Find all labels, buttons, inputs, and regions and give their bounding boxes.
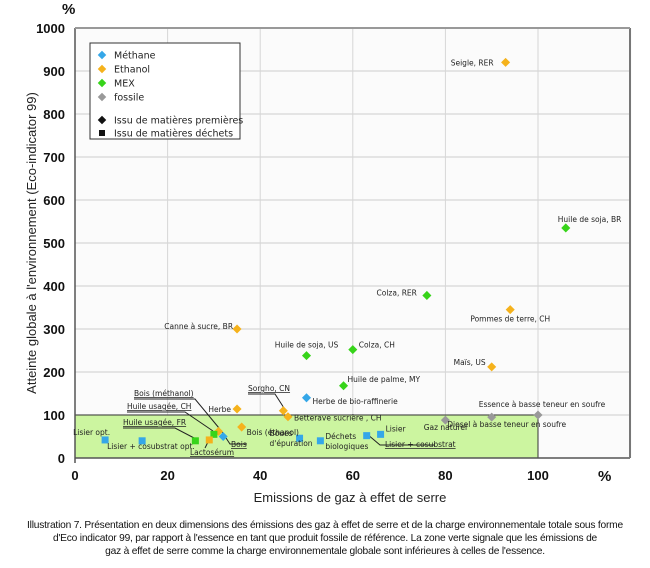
y-tick-label: 100 <box>43 408 65 423</box>
point-label: Huile de palme, MY <box>348 375 421 384</box>
point-label: Lisier opt. <box>73 428 110 437</box>
caption-line-2: d'Eco indicator 99, par rapport à l'esse… <box>52 533 598 544</box>
data-point-square <box>377 430 385 438</box>
x-tick-label: 0 <box>71 468 78 483</box>
point-label: Lisier + cosubstrat <box>385 440 456 449</box>
y-tick-label: 0 <box>58 451 65 466</box>
point-label: Seigle, RER <box>451 58 494 67</box>
y-axis-title: Atteinte globale à l'environnement (Eco-… <box>24 92 39 394</box>
data-point-diamond <box>501 57 511 67</box>
axes <box>74 27 631 463</box>
point-label: Colza, RER <box>377 288 417 297</box>
legend-marker <box>97 64 107 74</box>
point-label: Betterave sucrière , CH <box>294 414 382 423</box>
legend-marker <box>97 50 107 60</box>
callout-line <box>134 398 220 429</box>
callout-line <box>123 427 197 440</box>
data-point-diamond <box>237 422 247 432</box>
x-tick-label: 60 <box>346 468 360 483</box>
point-label: Bois <box>231 440 247 449</box>
y-tick-label: 900 <box>43 64 65 79</box>
point-label: Huile de soja, BR <box>558 215 622 224</box>
legend-label: Issu de matières premières <box>114 116 243 127</box>
tick-labels: 0 100 200 300 400 500 600 700 800 900 1000 0 20 40 60 8… <box>36 21 549 483</box>
x-tick-label: 40 <box>253 468 267 483</box>
y-tick-label: 300 <box>43 322 65 337</box>
legend-label: MEX <box>114 79 135 90</box>
caption-line-3: gaz à effet de serre comme la charge env… <box>105 546 545 557</box>
point-label: Colza, CH <box>359 341 395 350</box>
legend-label: Ethanol <box>114 65 150 76</box>
point-label: Maïs, US <box>454 358 486 367</box>
point-label: Diesel à basse teneur en soufre <box>447 420 566 429</box>
point-label: Lisier + cosubstrat opt. <box>107 442 195 451</box>
legend-marker <box>97 92 107 102</box>
x-axis-title: Emissions de gaz à effet de serre <box>254 490 447 505</box>
point-label: Bois (méthanol) <box>134 389 194 398</box>
point-label: biologiques <box>325 442 368 451</box>
callout-line <box>127 411 214 432</box>
point-label: Gaz naturel <box>424 423 467 432</box>
x-tick-label: 100 <box>527 468 549 483</box>
data-point-square <box>363 432 371 440</box>
data-point-square <box>138 437 146 445</box>
y-tick-label: 1000 <box>36 21 65 36</box>
point-label: Huile usagée, FR <box>123 418 186 427</box>
x-tick-label: 80 <box>438 468 452 483</box>
point-label: Huile de soja, US <box>275 341 339 350</box>
point-label: Canne à sucre, BR <box>164 322 233 331</box>
legend-label: Issu de matières déchets <box>114 129 233 140</box>
point-label: Boues <box>270 429 293 438</box>
point-label: Sorgho, CN <box>248 384 290 393</box>
x-unit-label: % <box>598 468 611 485</box>
y-tick-label: 500 <box>43 236 65 251</box>
point-labels: Seigle, RER Huile de soja, BR Colza, RER Po… <box>73 58 621 457</box>
data-point-diamond <box>505 305 515 315</box>
point-label: Lactosérum <box>190 448 234 457</box>
point-label: Herbe de bio-raffinerie <box>313 397 399 406</box>
data-point-diamond <box>232 404 242 414</box>
data-point-square <box>210 430 218 438</box>
point-label: d'épuration <box>270 439 313 448</box>
y-tick-label: 400 <box>43 279 65 294</box>
legend-marker-diamond <box>97 115 107 125</box>
caption-line-1: Illustration 7. Présentation en deux dim… <box>27 520 623 531</box>
y-tick-label: 200 <box>43 365 65 380</box>
data-point-square <box>316 437 324 445</box>
legend: Méthane Ethanol MEX fossile Issu de matières… <box>89 42 243 140</box>
y-tick-label: 800 <box>43 107 65 122</box>
legend-marker-square <box>99 130 105 136</box>
data-point-square <box>205 436 213 444</box>
scatter-chart: 0 100 200 300 400 500 600 700 800 900 1000 0 20 40 60 8… <box>24 1 632 505</box>
y-tick-label: 700 <box>43 150 65 165</box>
callout-line <box>248 393 285 409</box>
legend-box <box>89 42 241 140</box>
data-point-square <box>296 434 304 442</box>
point-label: Huile usagée, CH <box>127 402 191 411</box>
point-label: Bois (éthanol) <box>247 428 299 437</box>
legend-label: fossile <box>114 93 144 104</box>
point-label: Essence à basse teneur en soufre <box>479 400 606 409</box>
callout-line <box>366 433 435 446</box>
y-unit-label: % <box>62 1 75 18</box>
green-zone-rect <box>74 414 539 459</box>
data-point-square <box>191 437 199 445</box>
legend-label: Méthane <box>114 51 156 62</box>
x-tick-label: 20 <box>160 468 174 483</box>
figure-caption: Illustration 7. Présentation en deux dim… <box>0 519 650 558</box>
point-label: Lisier <box>386 424 407 433</box>
point-label: Déchets <box>325 432 356 441</box>
point-label: Pommes de terre, CH <box>470 315 550 324</box>
y-tick-label: 600 <box>43 193 65 208</box>
data-point-square <box>101 436 109 444</box>
data-point-diamond <box>218 431 228 442</box>
green-zone <box>74 414 539 459</box>
data-point-diamond <box>232 324 242 334</box>
legend-marker <box>97 78 107 88</box>
point-label: Herbe <box>208 405 231 414</box>
